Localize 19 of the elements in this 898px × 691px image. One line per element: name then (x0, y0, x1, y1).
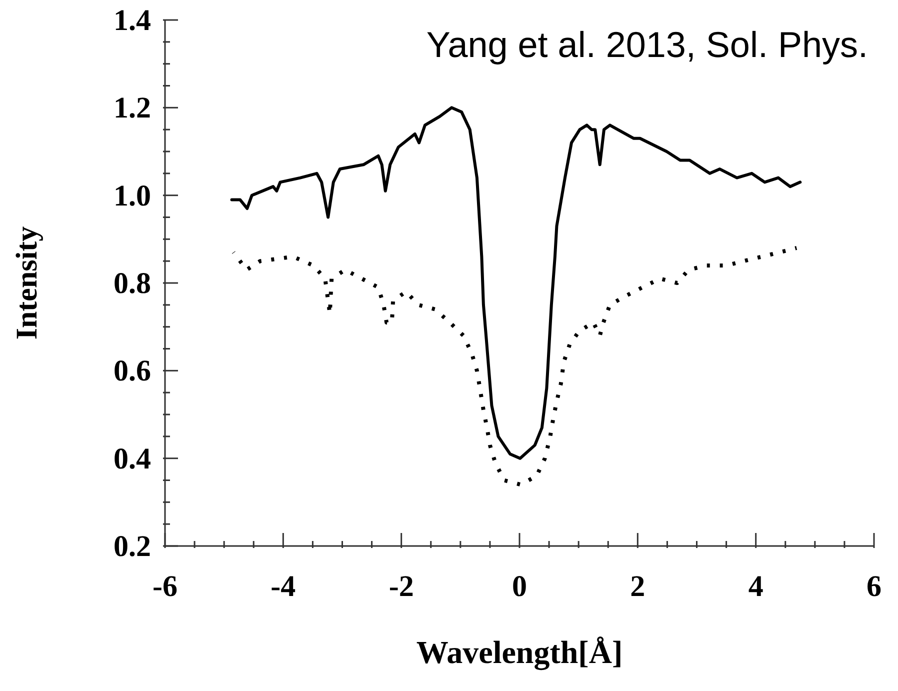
x-tick-label: 0 (512, 570, 527, 603)
y-tick-label: 0.8 (114, 267, 151, 300)
x-tick-label: -6 (152, 570, 178, 603)
y-tick-label: 1.0 (114, 179, 151, 212)
y-tick-label: 0.6 (114, 354, 151, 388)
y-tick-label: 0.2 (114, 530, 151, 563)
x-axis-title: Wavelength[Å] (416, 634, 623, 671)
annotation: Yang et al. 2013, Sol. Phys. (426, 24, 868, 66)
y-tick-label: 1.2 (114, 92, 151, 125)
y-tick-label: 1.4 (114, 4, 151, 37)
x-tick-label: -4 (270, 570, 296, 603)
line-series (230, 106, 802, 460)
x-tick-label: 4 (748, 570, 764, 603)
x-tick-label: 6 (866, 570, 882, 603)
y-axis-title: Intensity (10, 226, 44, 340)
x-tick-label: -2 (388, 570, 414, 603)
y-tick-label: 0.4 (114, 442, 151, 476)
line-series (232, 246, 799, 487)
x-tick-label: 2 (630, 570, 646, 603)
